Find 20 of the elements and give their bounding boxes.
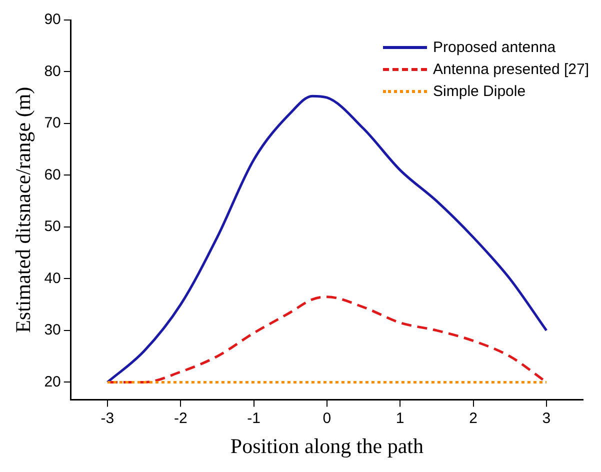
y-tick-label: 40 — [44, 270, 61, 287]
y-axis-title: Estimated ditsnace/range (m) — [11, 86, 36, 333]
x-tick-label: -1 — [247, 410, 260, 427]
y-tick-label: 70 — [44, 114, 61, 132]
x-tick-label: 0 — [322, 410, 332, 427]
legend-label: Simple Dipole — [433, 82, 526, 100]
y-tick-label: 20 — [44, 373, 61, 390]
y-tick-label: 50 — [44, 218, 61, 236]
legend-label: Proposed antenna — [433, 38, 556, 56]
y-tick-label: 80 — [44, 62, 61, 80]
x-tick-label: 2 — [469, 410, 478, 427]
x-tick-label: -3 — [100, 410, 114, 427]
x-axis-title: Position along the path — [230, 434, 424, 458]
legend-label: Antenna presented [27] — [433, 60, 589, 78]
y-tick-label: 60 — [44, 166, 61, 184]
x-tick-label: -2 — [174, 410, 188, 427]
x-tick-label: 3 — [542, 410, 551, 427]
x-tick-label: 1 — [396, 410, 404, 427]
y-tick-label: 30 — [44, 322, 61, 339]
y-tick-label: 90 — [44, 11, 61, 28]
